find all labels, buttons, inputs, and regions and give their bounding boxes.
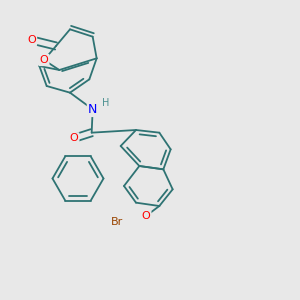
Text: O: O — [40, 55, 48, 65]
Text: Br: Br — [110, 217, 123, 227]
Text: N: N — [88, 103, 98, 116]
Text: O: O — [142, 211, 150, 221]
Text: H: H — [102, 98, 110, 108]
Text: O: O — [70, 133, 78, 143]
Text: O: O — [27, 35, 36, 45]
